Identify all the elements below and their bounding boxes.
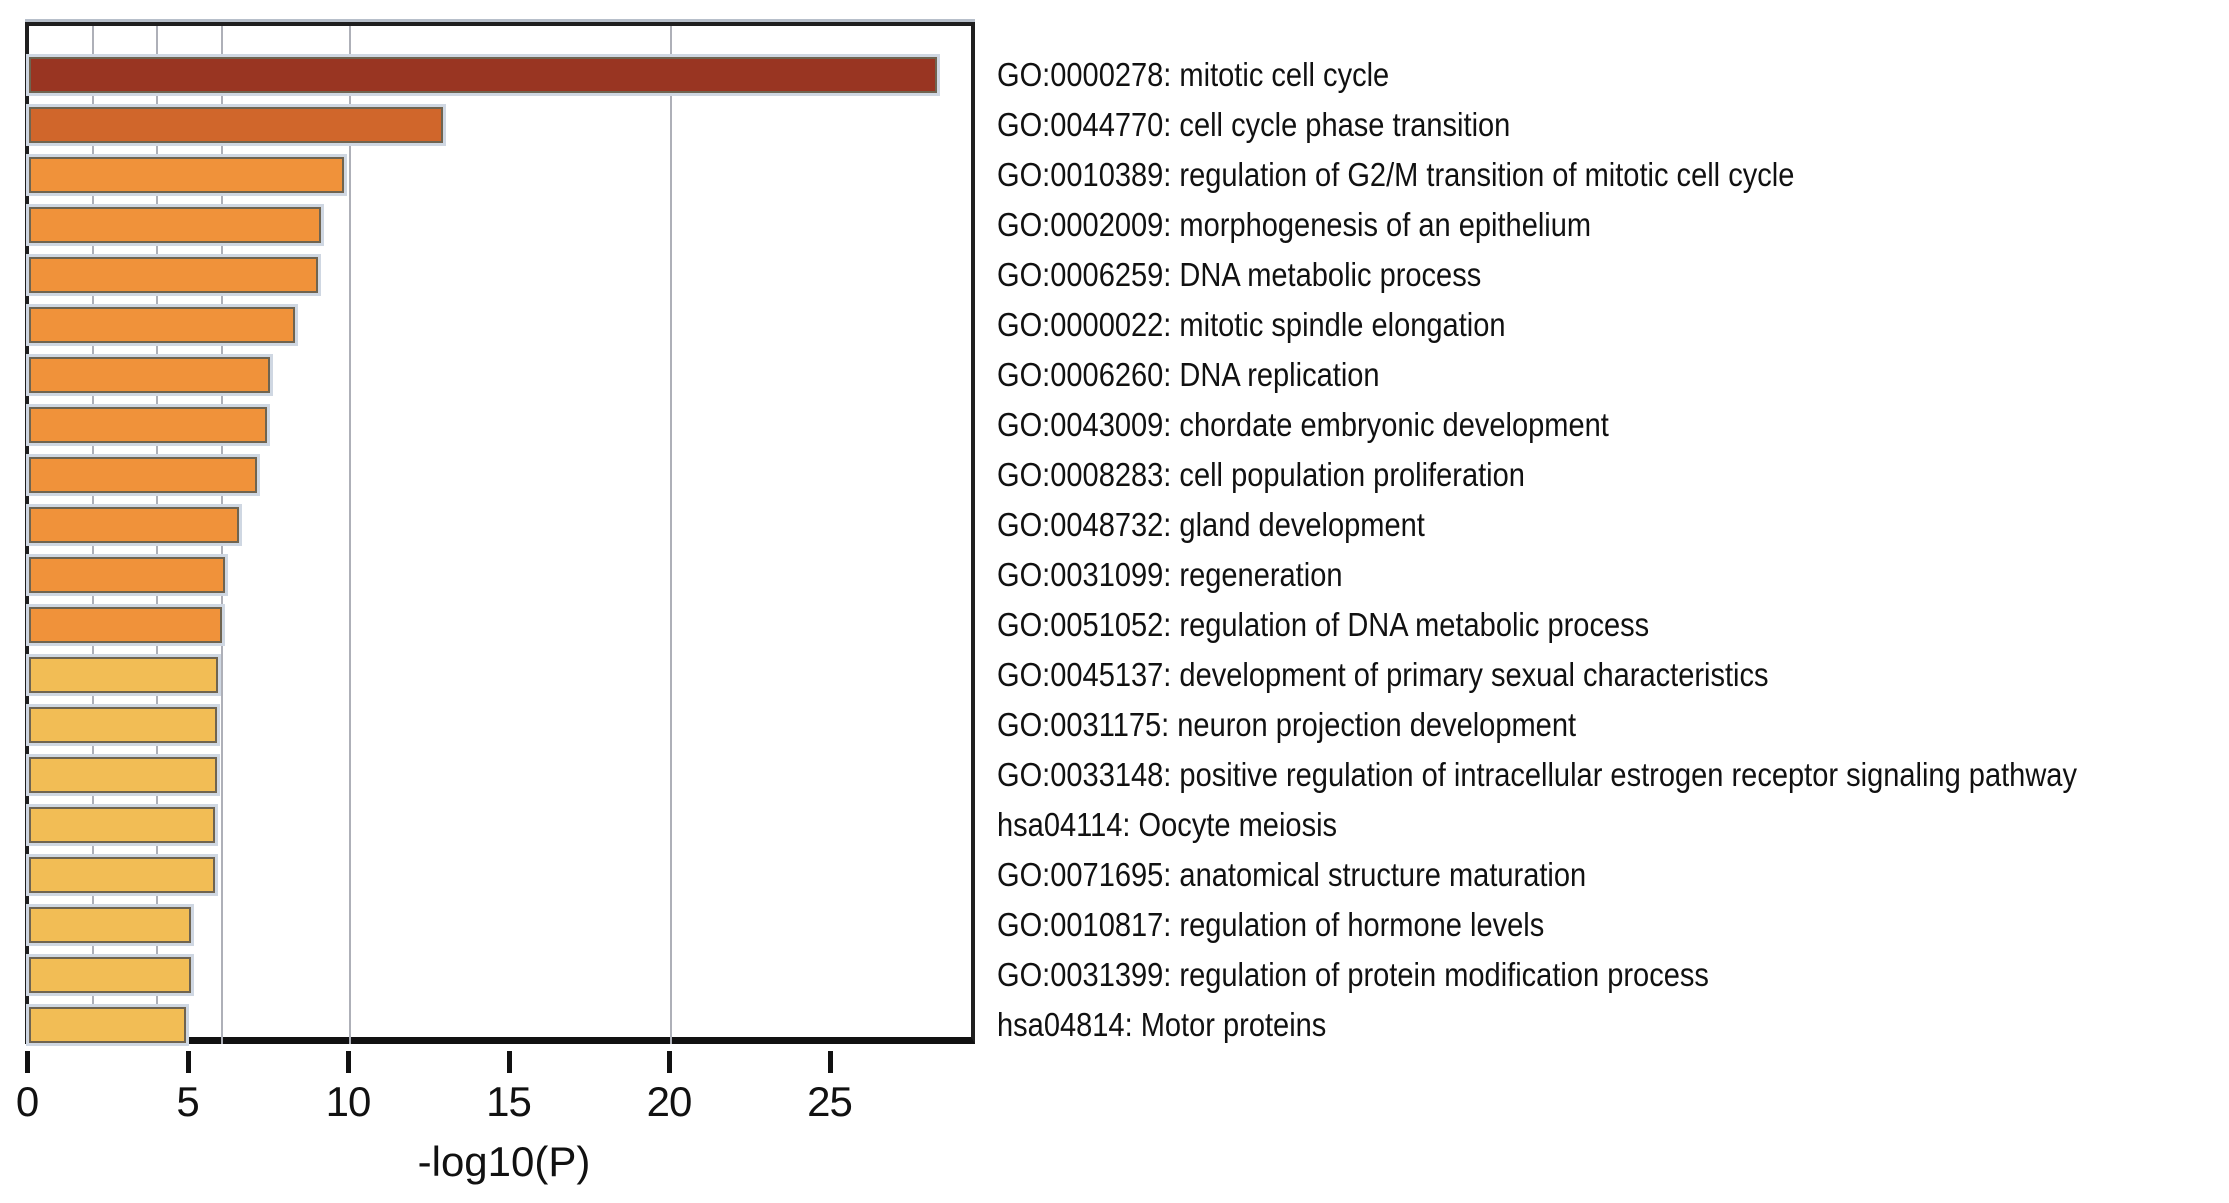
- category-label-7: GO:0006260: DNA replication: [997, 356, 1380, 393]
- x-tick-label-20: 20: [646, 1078, 693, 1125]
- bar-row-7: [29, 357, 270, 393]
- category-label-3: GO:0010389: regulation of G2/M transitio…: [997, 156, 1795, 193]
- category-label-14: GO:0031175: neuron projection developmen…: [997, 706, 1577, 743]
- category-label-15: GO:0033148: positive regulation of intra…: [997, 756, 2077, 793]
- bar-row-5: [29, 257, 318, 293]
- bar-row-9: [29, 457, 257, 493]
- category-label-12: GO:0051052: regulation of DNA metabolic …: [997, 606, 1650, 643]
- category-label-13: GO:0045137: development of primary sexua…: [997, 656, 1769, 693]
- category-label-17: GO:0071695: anatomical structure maturat…: [997, 856, 1587, 893]
- x-tick-5: [185, 1051, 191, 1073]
- category-label-9: GO:0008283: cell population proliferatio…: [997, 456, 1525, 493]
- category-label-20: hsa04814: Motor proteins: [997, 1006, 1327, 1043]
- category-label-19: GO:0031399: regulation of protein modifi…: [997, 956, 1709, 993]
- x-tick-25: [827, 1051, 833, 1073]
- category-label-5: GO:0006259: DNA metabolic process: [997, 256, 1482, 293]
- bar-row-16: [29, 807, 215, 843]
- bar-row-14: [29, 707, 217, 743]
- gridline-20: [670, 26, 672, 1044]
- category-label-1: GO:0000278: mitotic cell cycle: [997, 56, 1390, 93]
- bar-row-17: [29, 857, 215, 893]
- category-label-16: hsa04114: Oocyte meiosis: [997, 806, 1338, 843]
- gridline-10: [349, 26, 351, 1044]
- x-tick-label-25: 25: [807, 1078, 853, 1125]
- x-tick-label-15: 15: [486, 1078, 532, 1125]
- bar-row-15: [29, 757, 217, 793]
- bar-row-11: [29, 557, 225, 593]
- bar-row-6: [29, 307, 295, 343]
- bar-row-18: [29, 907, 191, 943]
- x-tick-15: [506, 1051, 512, 1073]
- category-label-6: GO:0000022: mitotic spindle elongation: [997, 306, 1506, 343]
- bar-row-20: [29, 1007, 186, 1043]
- x-tick-label-5: 5: [176, 1078, 199, 1125]
- category-label-2: GO:0044770: cell cycle phase transition: [997, 106, 1511, 143]
- x-tick-0: [25, 1051, 30, 1073]
- category-label-8: GO:0043009: chordate embryonic developme…: [997, 406, 1609, 443]
- x-tick-label-10: 10: [325, 1078, 372, 1125]
- category-label-4: GO:0002009: morphogenesis of an epitheli…: [997, 206, 1592, 243]
- category-label-10: GO:0048732: gland development: [997, 506, 1425, 543]
- bar-row-13: [29, 657, 218, 693]
- bar-row-10: [29, 507, 239, 543]
- bar-row-3: [29, 157, 344, 193]
- x-tick-20: [667, 1051, 672, 1073]
- category-label-18: GO:0010817: regulation of hormone levels: [997, 906, 1545, 943]
- bar-row-8: [29, 407, 267, 443]
- x-axis-label: -log10(P): [417, 1138, 591, 1185]
- bar-row-19: [29, 957, 191, 993]
- bar-row-2: [29, 107, 443, 143]
- bar-row-12: [29, 607, 222, 643]
- x-tick-label-0: 0: [15, 1078, 39, 1125]
- x-tick-10: [346, 1051, 351, 1073]
- category-label-11: GO:0031099: regeneration: [997, 556, 1343, 593]
- bar-row-1: [29, 57, 937, 93]
- bar-row-4: [29, 207, 321, 243]
